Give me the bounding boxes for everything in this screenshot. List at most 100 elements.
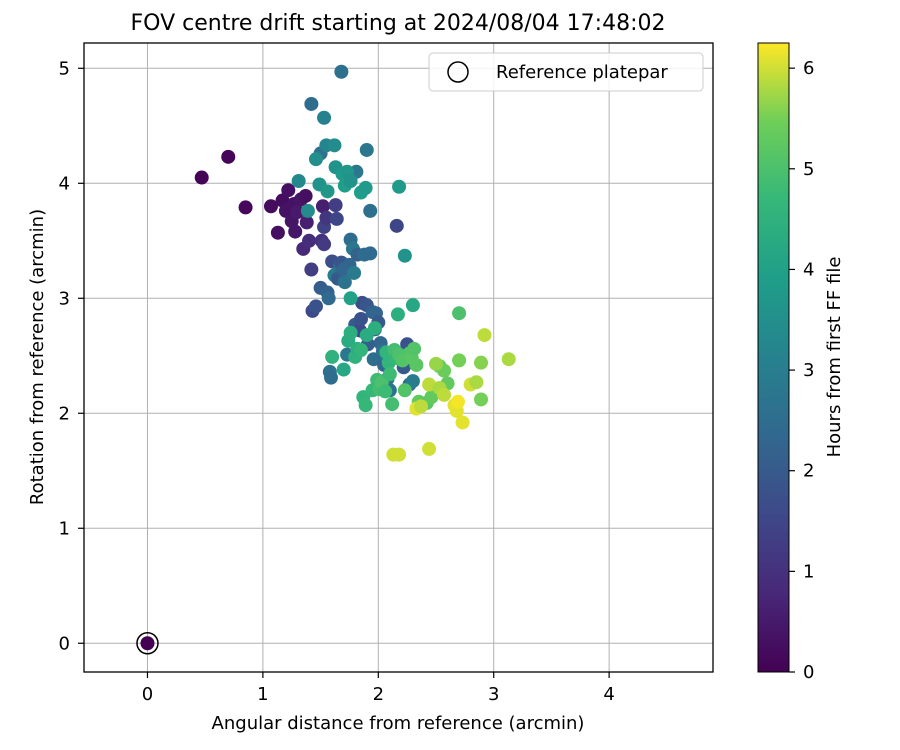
data-point [385,397,400,412]
data-point [288,224,303,239]
data-point [343,291,358,306]
reference-marker-ring [136,632,159,655]
data-point [424,390,439,405]
data-point [397,383,412,398]
data-point [328,198,343,213]
data-point [270,225,285,240]
data-point [501,352,516,367]
plot-frame [83,42,714,673]
y-tick-label: 0 [59,633,70,654]
x-tick-label: 2 [373,684,384,705]
x-tick-label: 4 [603,684,614,705]
data-point [359,142,374,157]
data-point [343,173,358,188]
x-axis-label: Angular distance from reference (arcmin) [212,713,585,734]
data-point [477,328,492,343]
legend: Reference platepar [428,52,704,92]
data-points [136,64,516,655]
y-axis-label: Rotation from reference (arcmin) [27,209,48,505]
reference-point [140,636,155,651]
data-point [452,306,467,321]
data-point [334,64,349,79]
data-point [281,183,296,198]
colorbar-tick-label: 1 [803,561,814,582]
colorbar-tick-label: 3 [803,360,814,381]
data-point [290,205,305,220]
data-point [367,321,382,336]
data-point [291,173,306,188]
data-point [327,138,342,153]
chart-title: FOV centre drift starting at 2024/08/04 … [131,11,666,36]
data-point [382,367,397,382]
data-point [194,170,209,185]
data-point [298,188,313,203]
x-tick-label: 3 [488,684,499,705]
data-point [317,110,332,125]
colorbar-tick-label: 5 [803,159,814,180]
data-point [397,248,412,263]
data-point [353,343,368,358]
data-point [450,394,465,409]
data-point [358,398,373,413]
data-point [353,311,368,326]
data-point [390,307,405,322]
data-point [422,441,437,456]
grid-lines [84,43,713,672]
data-point [299,215,314,230]
colorbar-tick-label: 6 [803,58,814,79]
data-point [336,362,351,377]
y-tick-label: 1 [59,518,70,539]
data-point [474,355,489,370]
data-point [319,210,334,225]
data-point [320,184,335,199]
data-point [337,275,352,290]
data-point [378,384,393,399]
data-point [325,349,340,364]
data-point [363,246,378,261]
data-point [221,149,236,164]
data-point [474,392,489,407]
y-tick-label: 3 [59,288,70,309]
data-point [304,262,319,277]
data-point [323,370,338,385]
data-point [392,447,407,462]
colorbar-label: Hours from first FF file [824,257,845,458]
data-point [302,233,317,248]
data-point [315,199,330,214]
legend-entry-reference: Reference platepar [496,62,668,83]
data-point [300,203,315,218]
data-point [469,375,484,390]
colorbar-ticks: 0 1 2 3 4 5 6 [789,58,814,683]
data-point [321,291,336,306]
data-point [238,200,253,215]
colorbar [757,42,790,673]
data-point [343,325,358,340]
y-tick-label: 5 [59,58,70,79]
data-point [317,237,332,252]
data-point [414,399,429,414]
data-point [308,152,323,167]
legend-marker [447,61,469,83]
data-point [392,179,407,194]
x-axis-ticks: 0 1 2 3 4 [142,672,615,705]
data-point [304,96,319,111]
y-tick-label: 4 [59,173,70,194]
colorbar-tick-label: 0 [803,662,814,683]
colorbar-tick-label: 4 [803,259,814,280]
y-axis-ticks: 0 1 2 3 4 5 [59,58,84,654]
data-point [437,387,452,402]
data-point [358,180,373,195]
data-point [407,341,422,356]
data-point [455,415,470,430]
data-point [429,356,444,371]
data-point [405,374,420,389]
data-point [263,199,278,214]
data-point [308,299,323,314]
x-tick-label: 1 [257,684,268,705]
legend-box [428,52,704,92]
data-point [329,211,344,226]
data-point [389,218,404,233]
data-point [347,265,362,280]
data-point [452,353,467,368]
